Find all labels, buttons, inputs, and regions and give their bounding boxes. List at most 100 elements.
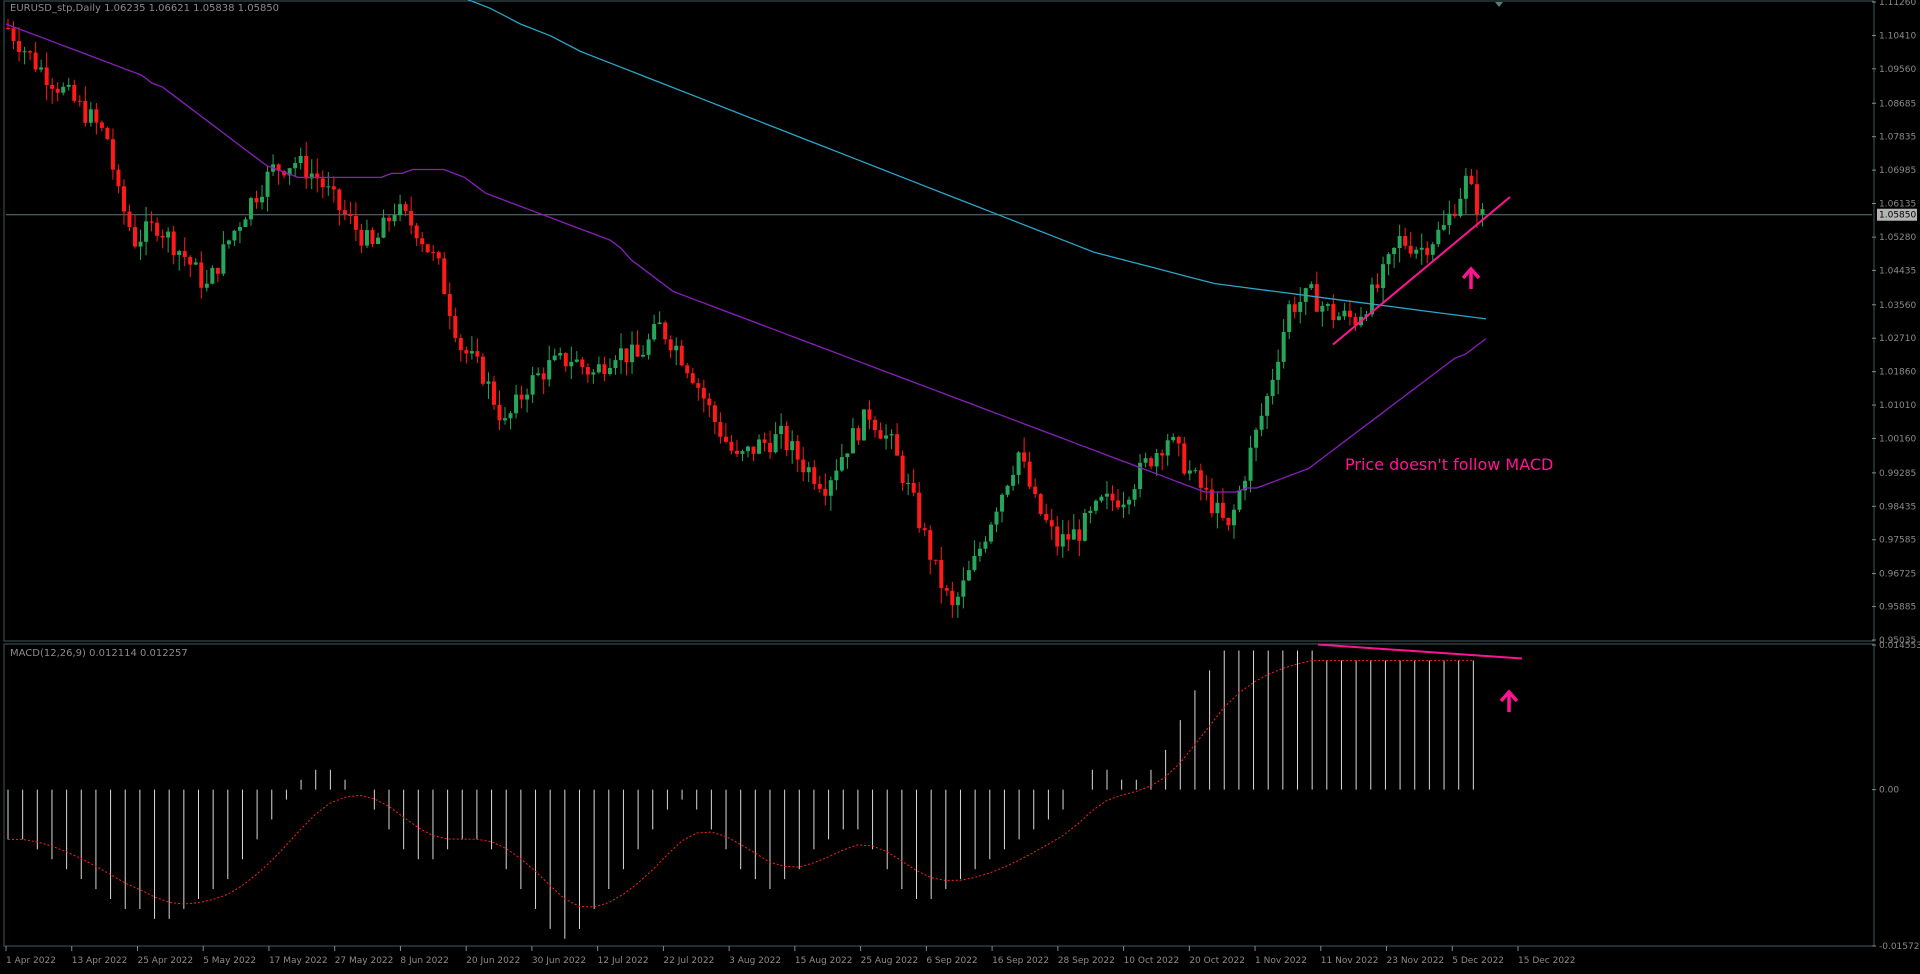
macd-pane-border <box>3 643 1875 947</box>
candle-bear <box>878 430 883 439</box>
candle-bear <box>480 356 485 384</box>
candle-bull <box>232 230 237 241</box>
candle-bull <box>1060 534 1065 547</box>
candle-bull <box>1099 496 1104 501</box>
candle-bear <box>99 122 104 128</box>
time-tick-label: 5 Dec 2022 <box>1452 956 1504 966</box>
candle-bull <box>746 446 750 452</box>
candle-bear <box>1425 247 1430 255</box>
candle-bull <box>293 163 298 169</box>
candle-bull <box>806 467 811 473</box>
candle-bull <box>955 596 960 606</box>
candle-bull <box>906 482 911 484</box>
candle-bull <box>469 351 474 354</box>
candle-bull <box>166 231 171 238</box>
candle-bear <box>762 439 767 443</box>
candle-bull <box>1276 361 1281 380</box>
candle-bull <box>596 364 601 373</box>
candle-bear <box>928 530 933 560</box>
candle-bear <box>712 405 717 423</box>
candle-bull <box>1000 494 1005 512</box>
price-tick-label: 1.07835 <box>1879 133 1916 143</box>
candle-bull <box>757 439 762 454</box>
candle-bear <box>1375 284 1380 289</box>
candle-bear <box>1055 526 1060 547</box>
candle-bear <box>155 222 160 236</box>
candle-bear <box>425 244 430 253</box>
candle-bull <box>1005 485 1010 495</box>
price-tick-label: 1.05280 <box>1879 233 1916 243</box>
candle-bear <box>1077 529 1082 541</box>
candle-bull <box>243 219 248 227</box>
candle-bear <box>795 441 800 460</box>
price-tick-label: 0.99285 <box>1879 469 1916 479</box>
current-price-box <box>1877 208 1917 221</box>
candle-bull <box>1254 429 1259 448</box>
candle-bear <box>1314 284 1319 312</box>
candle-bull <box>652 324 657 340</box>
time-tick-label: 20 Jun 2022 <box>466 956 520 966</box>
candle-bull <box>309 173 314 179</box>
candle-bear <box>729 441 734 451</box>
candle-bear <box>447 294 452 316</box>
time-tick-label: 20 Oct 2022 <box>1189 956 1245 966</box>
candle-bear <box>464 350 469 354</box>
time-tick-label: 11 Nov 2022 <box>1321 956 1379 966</box>
time-tick-label: 12 Jul 2022 <box>598 956 649 966</box>
candle-bear <box>563 353 568 367</box>
candle-bear <box>1474 184 1479 215</box>
candle-bear <box>1353 316 1358 326</box>
candle-bear <box>453 315 458 338</box>
candle-bull <box>1193 470 1198 472</box>
candle-bear <box>282 170 287 176</box>
candle-bull <box>1463 175 1468 199</box>
candle-bull <box>1088 510 1093 513</box>
price-trendline <box>1332 196 1511 346</box>
arrow-head <box>1461 266 1481 280</box>
candle-bear <box>55 88 60 93</box>
candle-bull <box>1259 415 1264 430</box>
candle-bull <box>138 241 143 247</box>
candle-bull <box>988 524 993 542</box>
candle-bear <box>1160 453 1165 456</box>
time-tick-label: 6 Sep 2022 <box>926 956 977 966</box>
candle-bear <box>110 139 115 170</box>
price-tick-label: 1.08685 <box>1879 99 1916 109</box>
time-tick-label: 22 Jul 2022 <box>663 956 714 966</box>
price-tick-label: 1.03560 <box>1879 301 1916 311</box>
candle-bull <box>298 155 303 164</box>
candle-bear <box>1038 494 1043 514</box>
macd-header: MACD(12,26,9) 0.012114 0.012257 <box>10 648 188 659</box>
candle-bull <box>1320 305 1325 312</box>
main-pane-border <box>3 0 1875 642</box>
candle-bull <box>392 215 397 222</box>
candle-bear <box>491 381 496 405</box>
candle-bull <box>381 217 386 238</box>
candle-bear <box>133 227 138 247</box>
candle-bear <box>116 169 121 187</box>
candle-bull <box>1127 499 1132 505</box>
candle-bull <box>1171 436 1176 441</box>
price-tick-label: 1.09560 <box>1879 65 1916 75</box>
overlays <box>1317 2 1523 712</box>
candle-bear <box>602 364 607 374</box>
candle-bull <box>1287 304 1292 333</box>
candle-bear <box>801 459 806 473</box>
candle-bear <box>348 214 353 217</box>
candle-bull <box>1309 284 1314 289</box>
candles <box>6 19 1485 618</box>
candle-bull <box>646 339 651 355</box>
candle-bull <box>287 168 292 176</box>
candle-bull <box>1265 396 1270 416</box>
candle-bear <box>1176 436 1181 444</box>
up-arrow-icon <box>1461 266 1481 289</box>
time-tick-label: 15 Aug 2022 <box>795 956 853 966</box>
candle-bear <box>420 238 425 245</box>
candle-bull <box>591 372 596 375</box>
macd-tick-label: 0.014553 <box>1879 641 1920 651</box>
candle-bear <box>199 262 204 288</box>
candle-bear <box>1110 493 1115 501</box>
candle-bear <box>6 27 10 29</box>
